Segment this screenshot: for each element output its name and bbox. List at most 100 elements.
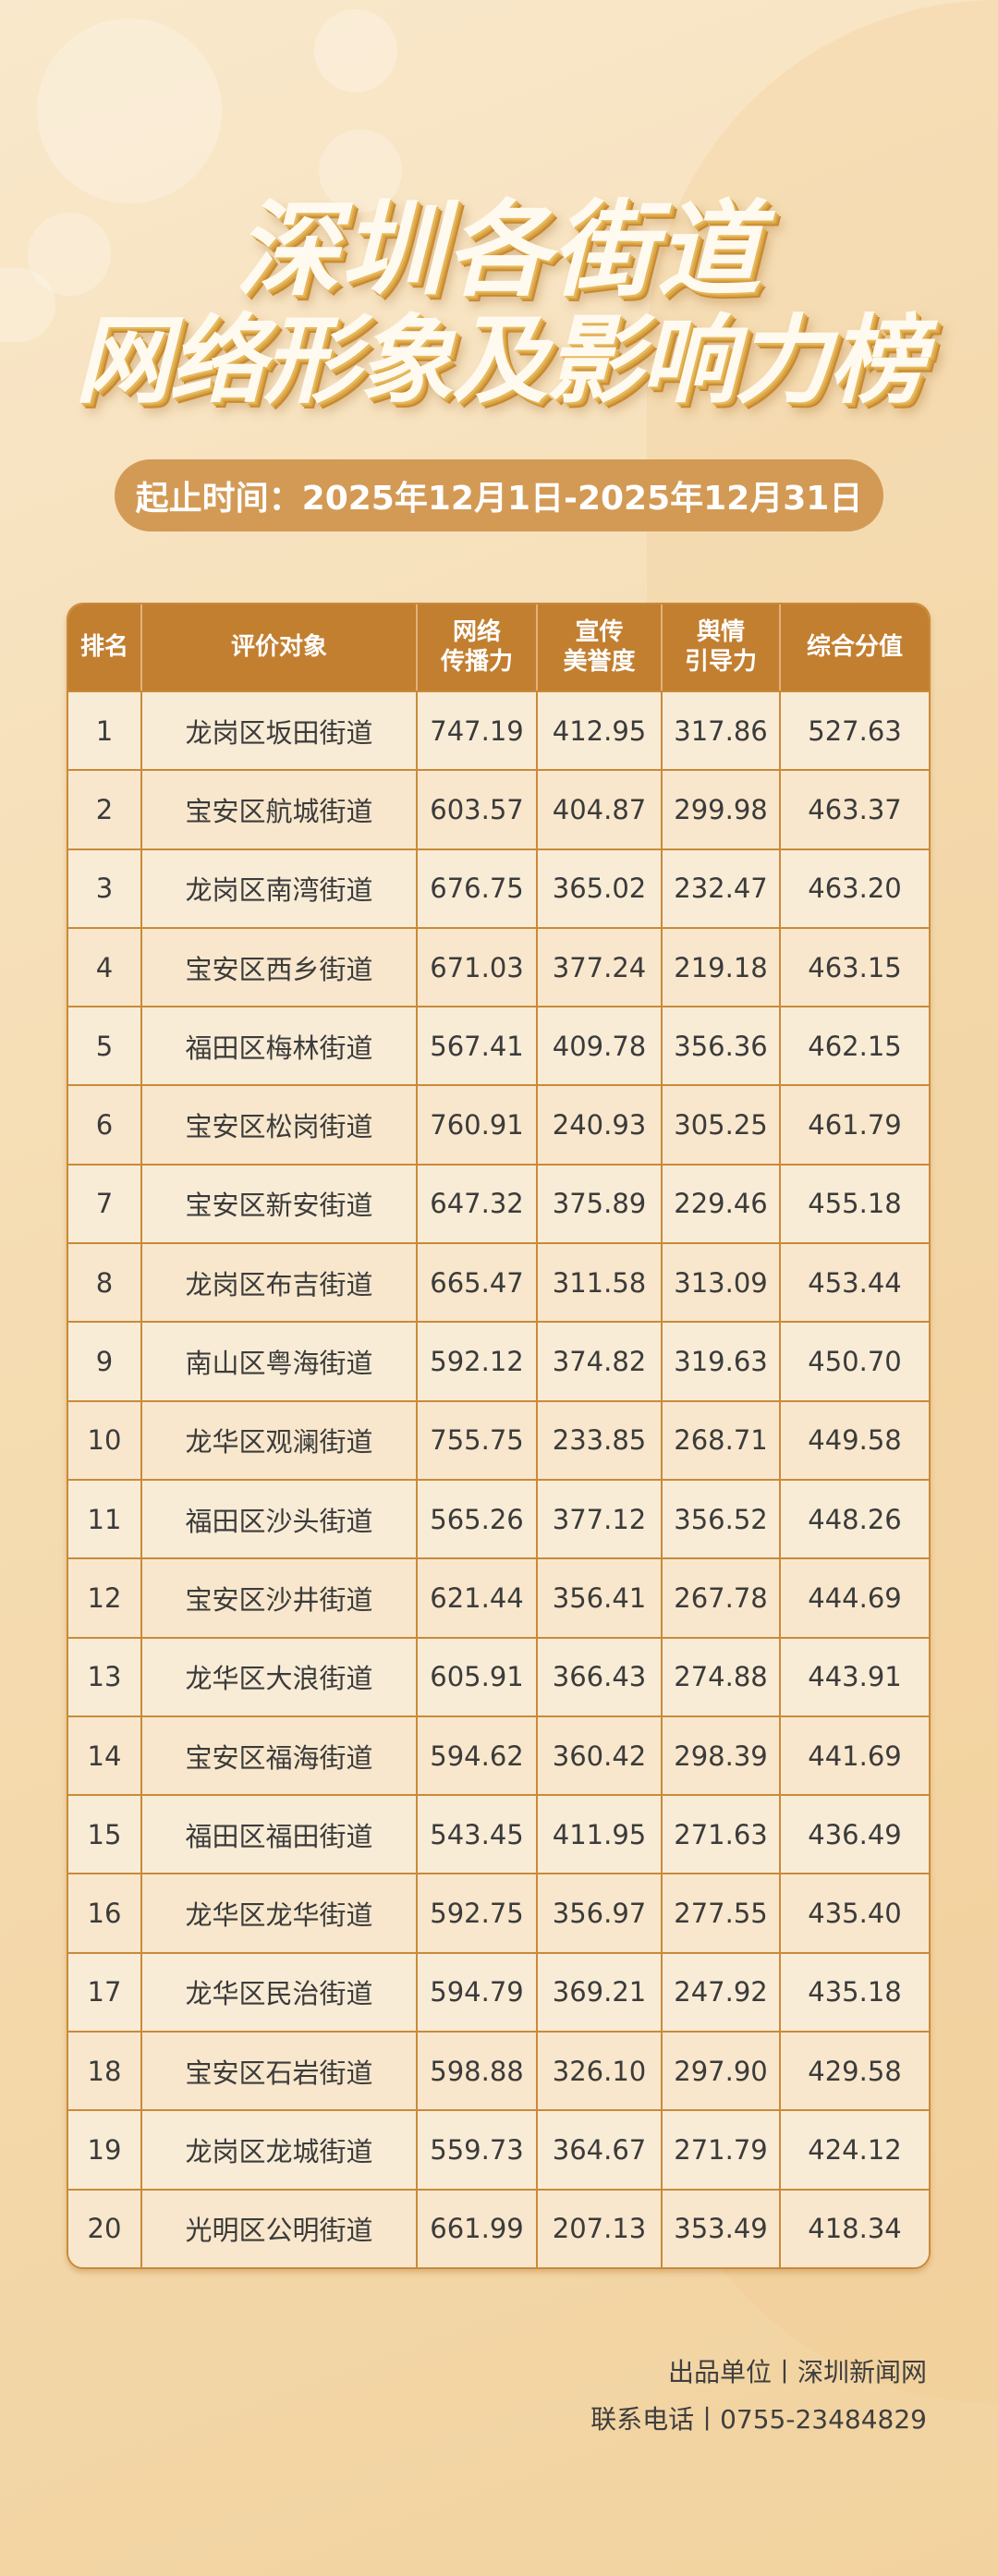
table-row: 3 龙岗区南湾街道 676.75 365.02 232.47 463.20 <box>68 848 929 927</box>
cell-spread: 747.19 <box>416 692 536 770</box>
cell-reputation: 356.41 <box>536 1559 661 1637</box>
cell-score: 418.34 <box>779 2190 929 2267</box>
cell-score: 461.79 <box>779 1086 929 1164</box>
date-range-pill: 起止时间：2025年12月1日-2025年12月31日 <box>115 459 883 531</box>
cell-guidance: 298.39 <box>661 1716 779 1795</box>
ranking-table: 排名 评价对象 网络 传播力 宣传 美誉度 舆情 引导力 综合分值 1 龙岗区坂田街道 747… <box>67 603 931 2269</box>
cell-rank: 2 <box>95 793 114 825</box>
cell-reputation: 366.43 <box>536 1638 661 1715</box>
table-header: 排名 评价对象 网络 传播力 宣传 美誉度 舆情 引导力 综合分值 <box>68 604 929 690</box>
cell-spread: 665.47 <box>416 1244 536 1322</box>
cell-reputation: 311.58 <box>536 1244 661 1322</box>
cell-rank: 4 <box>95 951 114 983</box>
cell-rank: 5 <box>95 1030 114 1062</box>
cell-rank: 14 <box>87 1740 122 1772</box>
cell-score: 444.69 <box>779 1559 929 1637</box>
cell-target: 宝安区沙井街道 <box>140 1559 416 1637</box>
header-guidance: 舆情 引导力 <box>661 604 779 690</box>
cell-reputation: 412.95 <box>536 692 661 770</box>
cell-rank: 7 <box>95 1188 114 1220</box>
cell-score: 455.18 <box>779 1165 929 1243</box>
table-row: 12 宝安区沙井街道 621.44 356.41 267.78 444.69 <box>68 1557 929 1637</box>
phone-decoration <box>319 129 402 213</box>
cell-target: 光明区公明街道 <box>140 2190 416 2267</box>
cell-guidance: 274.88 <box>661 1638 779 1715</box>
header-score: 综合分值 <box>779 604 929 690</box>
cell-score: 424.12 <box>779 2111 929 2189</box>
cell-spread: 592.12 <box>416 1323 536 1400</box>
cell-guidance: 271.79 <box>661 2111 779 2189</box>
cell-score: 448.26 <box>779 1480 929 1558</box>
cell-rank: 8 <box>95 1266 114 1299</box>
table-row: 10 龙华区观澜街道 755.75 233.85 268.71 449.58 <box>68 1399 929 1479</box>
cell-spread: 760.91 <box>416 1086 536 1164</box>
table-row: 8 龙岗区布吉街道 665.47 311.58 313.09 453.44 <box>68 1242 929 1322</box>
cell-guidance: 297.90 <box>661 2033 779 2110</box>
cell-spread: 603.57 <box>416 771 536 848</box>
title-line-1: 深圳各街道 <box>236 190 762 311</box>
cell-rank: 9 <box>95 1346 114 1378</box>
cell-reputation: 364.67 <box>536 2111 661 2189</box>
cell-target: 龙岗区布吉街道 <box>140 1244 416 1322</box>
cell-guidance: 319.63 <box>661 1323 779 1400</box>
cell-reputation: 369.21 <box>536 1953 661 2032</box>
table-row: 17 龙华区民治街道 594.79 369.21 247.92 435.18 <box>68 1951 929 2032</box>
cell-rank: 3 <box>95 873 114 905</box>
cell-score: 462.15 <box>779 1007 929 1085</box>
cell-rank: 20 <box>87 2213 122 2245</box>
table-row: 2 宝安区航城街道 603.57 404.87 299.98 463.37 <box>68 769 929 848</box>
cell-reputation: 356.97 <box>536 1874 661 1952</box>
cell-spread: 605.91 <box>416 1638 536 1715</box>
cell-reputation: 207.13 <box>536 2190 661 2267</box>
cell-target: 龙华区民治街道 <box>140 1953 416 2032</box>
producer-text: 出品单位丨深圳新闻网 <box>667 2357 927 2387</box>
cell-guidance: 317.86 <box>661 692 779 770</box>
cell-reputation: 326.10 <box>536 2033 661 2110</box>
cell-target: 宝安区航城街道 <box>140 771 416 848</box>
cell-target: 福田区梅林街道 <box>140 1007 416 1085</box>
table-row: 5 福田区梅林街道 567.41 409.78 356.36 462.15 <box>68 1006 929 1085</box>
table-row: 9 南山区粤海街道 592.12 374.82 319.63 450.70 <box>68 1321 929 1400</box>
table-row: 1 龙岗区坂田街道 747.19 412.95 317.86 527.63 <box>68 690 929 770</box>
cell-guidance: 305.25 <box>661 1086 779 1164</box>
cell-rank: 6 <box>95 1109 114 1141</box>
header-reputation: 宣传 美誉度 <box>536 604 661 690</box>
cell-score: 449.58 <box>779 1401 929 1479</box>
cell-spread: 559.73 <box>416 2111 536 2189</box>
cell-rank: 19 <box>87 2133 122 2166</box>
cell-score: 441.69 <box>779 1716 929 1795</box>
table-row: 11 福田区沙头街道 565.26 377.12 356.52 448.26 <box>68 1478 929 1558</box>
cell-reputation: 377.24 <box>536 928 661 1007</box>
cell-spread: 598.88 <box>416 2033 536 2110</box>
table-row: 18 宝安区石岩街道 598.88 326.10 297.90 429.58 <box>68 2031 929 2110</box>
cell-target: 宝安区福海街道 <box>140 1716 416 1795</box>
cell-rank: 15 <box>87 1818 122 1850</box>
cell-spread: 621.44 <box>416 1559 536 1637</box>
cell-spread: 755.75 <box>416 1401 536 1479</box>
cell-spread: 594.79 <box>416 1953 536 2032</box>
cell-reputation: 360.42 <box>536 1716 661 1795</box>
cell-spread: 565.26 <box>416 1480 536 1558</box>
table-row: 13 龙华区大浪街道 605.91 366.43 274.88 443.91 <box>68 1636 929 1715</box>
cell-spread: 676.75 <box>416 849 536 927</box>
cell-target: 南山区粤海街道 <box>140 1323 416 1400</box>
cell-target: 福田区福田街道 <box>140 1796 416 1874</box>
cell-reputation: 377.12 <box>536 1480 661 1558</box>
cell-rank: 16 <box>87 1898 122 1930</box>
cell-target: 龙华区大浪街道 <box>140 1638 416 1715</box>
header-rank: 排名 <box>79 632 128 661</box>
cell-rank: 10 <box>87 1424 122 1457</box>
cloud-decoration <box>314 9 397 92</box>
cell-guidance: 353.49 <box>661 2190 779 2267</box>
cell-reputation: 365.02 <box>536 849 661 927</box>
cell-guidance: 356.52 <box>661 1480 779 1558</box>
header-spread: 网络 传播力 <box>416 604 536 690</box>
cell-target: 龙华区观澜街道 <box>140 1401 416 1479</box>
cell-reputation: 375.89 <box>536 1165 661 1243</box>
cell-reputation: 411.95 <box>536 1796 661 1874</box>
cell-score: 450.70 <box>779 1323 929 1400</box>
cell-guidance: 247.92 <box>661 1953 779 2032</box>
cell-reputation: 233.85 <box>536 1401 661 1479</box>
table-row: 20 光明区公明街道 661.99 207.13 353.49 418.34 <box>68 2188 929 2267</box>
cell-rank: 17 <box>87 1976 122 2008</box>
